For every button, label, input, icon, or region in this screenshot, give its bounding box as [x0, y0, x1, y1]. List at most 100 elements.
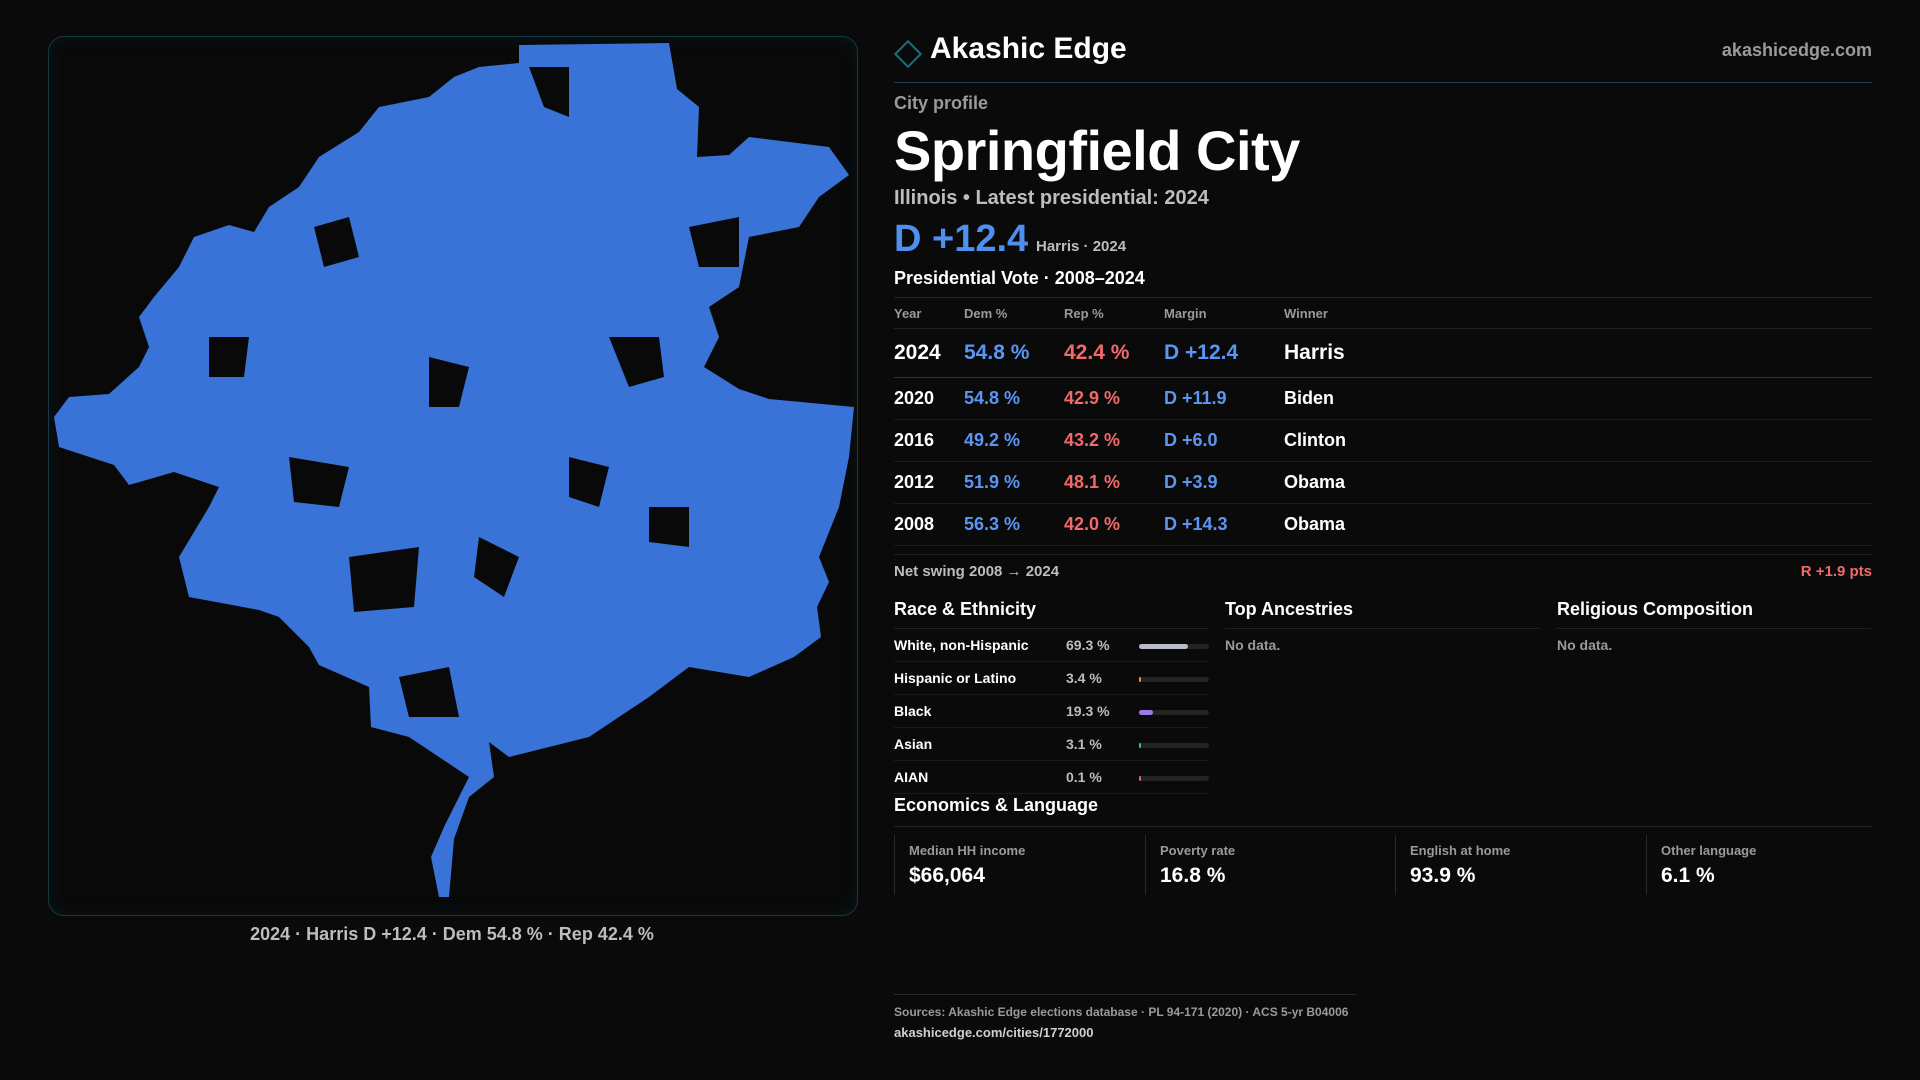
table-row: 2008 56.3 % 42.0 % D +14.3 Obama: [894, 503, 1872, 546]
race-label: Black: [894, 703, 932, 719]
cell-rep: 43.2 %: [1064, 419, 1164, 462]
cell-rep: 48.1 %: [1064, 461, 1164, 504]
race-row: Hispanic or Latino 3.4 %: [894, 662, 1209, 695]
table-row: 2024 54.8 % 42.4 % D +12.4 Harris: [894, 328, 1872, 378]
race-bar-fill: [1139, 743, 1141, 748]
page-subtitle: Illinois • Latest presidential: 2024: [894, 187, 1209, 209]
latest-margin: D +12.4 Harris · 2024: [894, 218, 1872, 264]
footer-url-link[interactable]: akashicedge.com/cities/1772000: [894, 1025, 1094, 1040]
stat-value: $66,064: [909, 864, 985, 887]
cell-winner: Obama: [1284, 503, 1872, 546]
stat-value: 93.9 %: [1410, 864, 1476, 887]
cell-dem: 51.9 %: [964, 461, 1064, 504]
map-gaps: [209, 67, 739, 717]
race-label: Hispanic or Latino: [894, 670, 1017, 686]
col-header-rep: Rep %: [1064, 298, 1164, 329]
city-profile-panel: Akashic Edge akashicedge.com City profil…: [893, 30, 1872, 905]
cell-margin: D +14.3: [1164, 503, 1284, 546]
cell-year: 2012: [894, 461, 964, 504]
col-header-margin: Margin: [1164, 298, 1284, 329]
stat-median-income: Median HH income $66,064: [894, 835, 1124, 895]
race-label: AIAN: [894, 769, 929, 785]
col-header-winner: Winner: [1284, 298, 1872, 329]
brand-url-link[interactable]: akashicedge.com: [1721, 40, 1872, 60]
race-bar-fill: [1139, 644, 1188, 649]
table-row: 2012 51.9 % 48.1 % D +3.9 Obama: [894, 461, 1872, 504]
economics-title: Economics & Language: [894, 795, 1872, 827]
cell-year: 2020: [894, 377, 964, 420]
swing-label: Net swing 2008 → 2024: [894, 563, 1060, 580]
race-bar-fill: [1139, 776, 1141, 781]
cell-dem: 49.2 %: [964, 419, 1064, 462]
cell-year: 2024: [894, 328, 964, 378]
net-swing: Net swing 2008 → 2024 R +1.9 pts: [894, 554, 1872, 589]
race-ethnicity-section: Race & Ethnicity White, non-Hispanic 69.…: [894, 599, 1209, 794]
religion-section: Religious Composition No data.: [1557, 599, 1871, 653]
cell-winner: Biden: [1284, 377, 1872, 420]
stat-value: 6.1 %: [1661, 864, 1715, 887]
race-bar-track: [1139, 743, 1209, 748]
race-pct: 3.4 %: [1066, 670, 1102, 686]
stat-label: Poverty rate: [1160, 843, 1236, 858]
vote-table: Year Dem % Rep % Margin Winner 2024 54.8…: [894, 298, 1872, 546]
table-row: 2016 49.2 % 43.2 % D +6.0 Clinton: [894, 419, 1872, 462]
stat-other-language: Other language 6.1 %: [1646, 835, 1876, 895]
margin-detail: Harris · 2024: [1036, 238, 1127, 255]
col-header-dem: Dem %: [964, 298, 1064, 329]
cell-dem: 54.8 %: [964, 328, 1064, 378]
race-bar-track: [1139, 644, 1209, 649]
cell-margin: D +6.0: [1164, 419, 1284, 462]
city-boundary-map: [54, 43, 854, 897]
race-title: Race & Ethnicity: [894, 599, 1208, 629]
cell-dem: 56.3 %: [964, 503, 1064, 546]
race-label: White, non-Hispanic: [894, 637, 1029, 653]
stat-label: Other language: [1661, 843, 1757, 858]
cell-rep: 42.4 %: [1064, 328, 1164, 378]
cell-rep: 42.0 %: [1064, 503, 1164, 546]
cell-margin: D +12.4: [1164, 328, 1284, 378]
cell-year: 2008: [894, 503, 964, 546]
race-pct: 0.1 %: [1066, 769, 1102, 785]
cell-winner: Clinton: [1284, 419, 1872, 462]
race-bar-fill: [1139, 677, 1141, 682]
vote-section-title: Presidential Vote · 2008–2024: [894, 268, 1872, 298]
demographics: Race & Ethnicity White, non-Hispanic 69.…: [894, 599, 1872, 795]
economics-stats: Median HH income $66,064 Poverty rate 16…: [894, 835, 1872, 905]
ancestries-section: Top Ancestries No data.: [1225, 599, 1539, 653]
religion-empty: No data.: [1557, 637, 1613, 653]
brand-name[interactable]: Akashic Edge: [930, 32, 1127, 65]
ancestries-empty: No data.: [1225, 637, 1281, 653]
ancestries-title: Top Ancestries: [1225, 599, 1539, 629]
stat-poverty-rate: Poverty rate 16.8 %: [1145, 835, 1375, 895]
page-kicker: City profile: [894, 93, 989, 113]
cell-winner: Harris: [1284, 328, 1872, 378]
race-bar-fill: [1139, 710, 1153, 715]
race-row: Black 19.3 %: [894, 695, 1209, 728]
race-row: AIAN 0.1 %: [894, 761, 1209, 794]
cell-margin: D +3.9: [1164, 461, 1284, 504]
race-row: Asian 3.1 %: [894, 728, 1209, 761]
margin-value: D +12.4: [894, 218, 1029, 260]
map-caption: 2024 · Harris D +12.4 · Dem 54.8 % · Rep…: [250, 924, 654, 944]
city-map[interactable]: [48, 36, 858, 916]
race-pct: 69.3 %: [1066, 637, 1110, 653]
race-bar-track: [1139, 776, 1209, 781]
diamond-logo-icon: [893, 39, 923, 69]
page-title: Springfield City: [894, 119, 1300, 182]
swing-value: R +1.9 pts: [1800, 563, 1872, 580]
footer-sources: Sources: Akashic Edge elections database…: [894, 1005, 1349, 1019]
race-pct: 19.3 %: [1066, 703, 1110, 719]
race-label: Asian: [894, 736, 933, 752]
footer: Sources: Akashic Edge elections database…: [894, 994, 1356, 1040]
race-bar-track: [1139, 710, 1209, 715]
table-row: 2020 54.8 % 42.9 % D +11.9 Biden: [894, 377, 1872, 420]
stat-label: Median HH income: [909, 843, 1026, 858]
race-pct: 3.1 %: [1066, 736, 1102, 752]
stat-english-at-home: English at home 93.9 %: [1395, 835, 1625, 895]
cell-winner: Obama: [1284, 461, 1872, 504]
col-header-year: Year: [894, 298, 964, 329]
race-row: White, non-Hispanic 69.3 %: [894, 629, 1209, 662]
cell-dem: 54.8 %: [964, 377, 1064, 420]
race-bar-track: [1139, 677, 1209, 682]
religion-title: Religious Composition: [1557, 599, 1871, 629]
